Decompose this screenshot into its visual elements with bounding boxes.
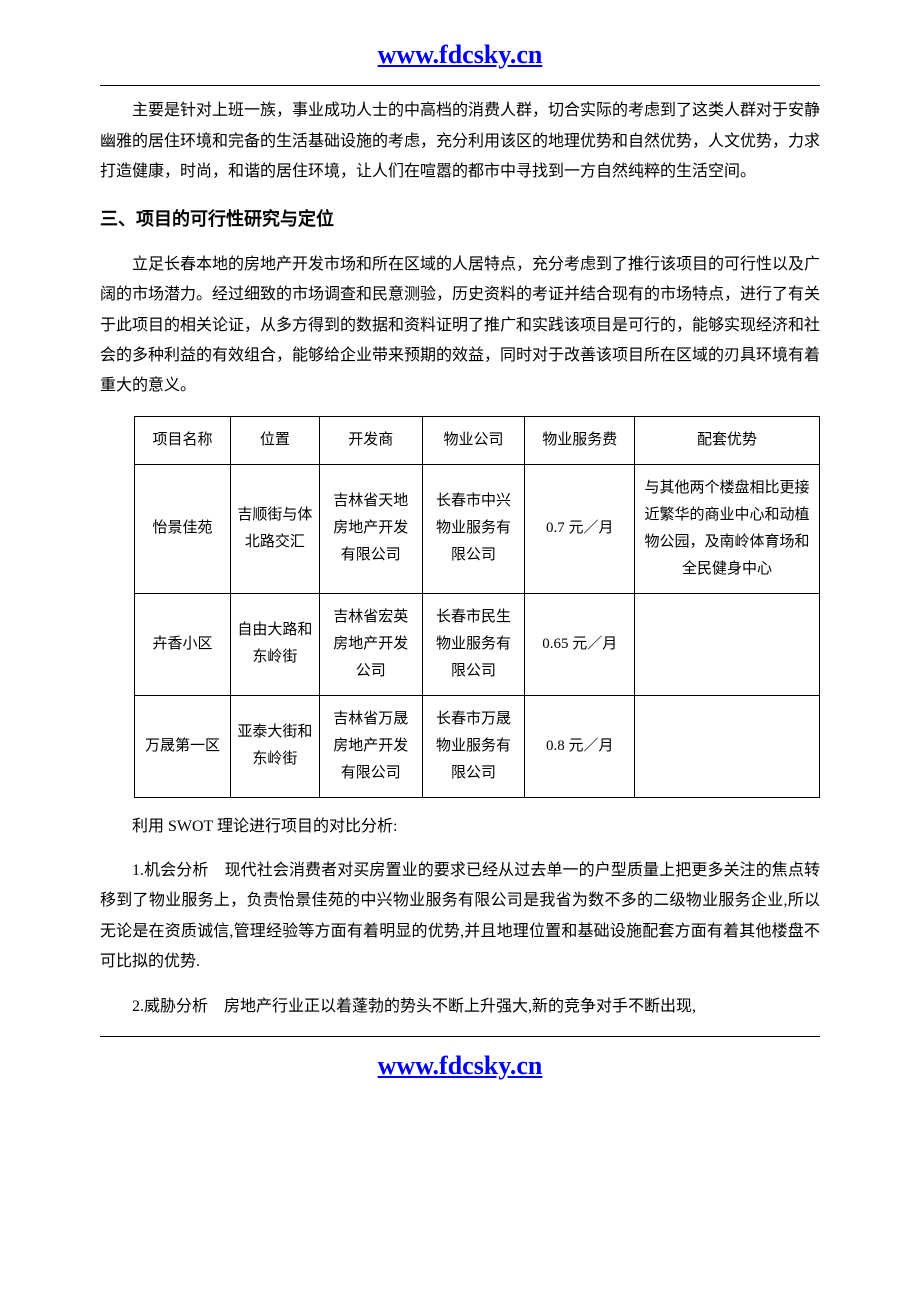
col-header: 开发商 <box>319 416 422 464</box>
footer-rule <box>100 1036 820 1037</box>
table-cell <box>635 695 820 797</box>
table-cell: 怡景佳苑 <box>135 464 231 593</box>
table-cell: 长春市民生物业服务有限公司 <box>422 593 525 695</box>
table-cell: 吉林省万晟房地产开发有限公司 <box>319 695 422 797</box>
table-cell: 自由大路和东岭街 <box>230 593 319 695</box>
table-cell: 吉顺街与体北路交汇 <box>230 464 319 593</box>
paragraph-5: 2.威胁分析 房地产行业正以着蓬勃的势头不断上升强大,新的竞争对手不断出现, <box>100 992 820 1022</box>
paragraph-3: 利用 SWOT 理论进行项目的对比分析: <box>100 812 820 842</box>
table-header-row: 项目名称 位置 开发商 物业公司 物业服务费 配套优势 <box>135 416 820 464</box>
comparison-table: 项目名称 位置 开发商 物业公司 物业服务费 配套优势 怡景佳苑 吉顺街与体北路… <box>134 416 820 798</box>
table-cell: 亚泰大街和东岭街 <box>230 695 319 797</box>
footer-url[interactable]: www.fdcsky.cn <box>100 1041 820 1090</box>
table-cell: 吉林省宏英房地产开发公司 <box>319 593 422 695</box>
col-header: 配套优势 <box>635 416 820 464</box>
table-row: 万晟第一区 亚泰大街和东岭街 吉林省万晟房地产开发有限公司 长春市万晟物业服务有… <box>135 695 820 797</box>
col-header: 项目名称 <box>135 416 231 464</box>
header-url[interactable]: www.fdcsky.cn <box>100 30 820 79</box>
paragraph-2: 立足长春本地的房地产开发市场和所在区域的人居特点，充分考虑到了推行该项目的可行性… <box>100 250 820 402</box>
col-header: 物业服务费 <box>525 416 635 464</box>
table-cell <box>635 593 820 695</box>
table-cell: 0.8 元／月 <box>525 695 635 797</box>
table-cell: 吉林省天地房地产开发有限公司 <box>319 464 422 593</box>
paragraph-1: 主要是针对上班一族，事业成功人士的中高档的消费人群，切合实际的考虑到了这类人群对… <box>100 96 820 187</box>
table-row: 怡景佳苑 吉顺街与体北路交汇 吉林省天地房地产开发有限公司 长春市中兴物业服务有… <box>135 464 820 593</box>
col-header: 物业公司 <box>422 416 525 464</box>
table-cell: 与其他两个楼盘相比更接近繁华的商业中心和动植物公园，及南岭体育场和全民健身中心 <box>635 464 820 593</box>
col-header: 位置 <box>230 416 319 464</box>
table-cell: 卉香小区 <box>135 593 231 695</box>
table-cell: 长春市中兴物业服务有限公司 <box>422 464 525 593</box>
paragraph-4: 1.机会分析 现代社会消费者对买房置业的要求已经从过去单一的户型质量上把更多关注… <box>100 856 820 978</box>
table-cell: 长春市万晟物业服务有限公司 <box>422 695 525 797</box>
header-rule <box>100 85 820 86</box>
table-row: 卉香小区 自由大路和东岭街 吉林省宏英房地产开发公司 长春市民生物业服务有限公司… <box>135 593 820 695</box>
table-cell: 0.65 元／月 <box>525 593 635 695</box>
section-heading: 三、项目的可行性研究与定位 <box>100 202 820 236</box>
table-cell: 0.7 元／月 <box>525 464 635 593</box>
table-cell: 万晟第一区 <box>135 695 231 797</box>
